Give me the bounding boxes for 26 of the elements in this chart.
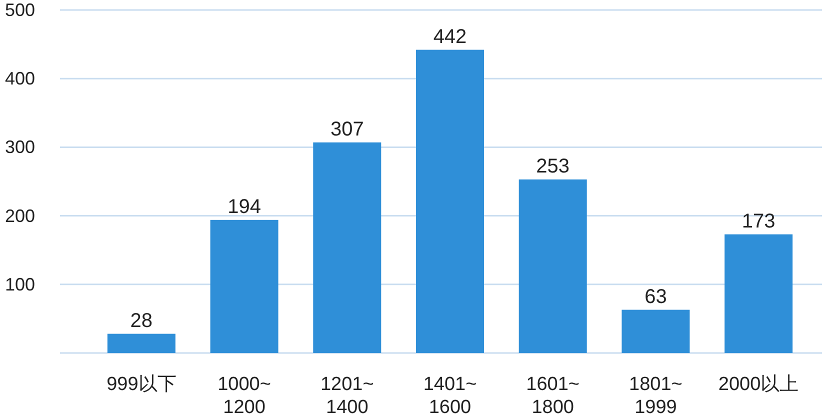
x-tick-label: 1000~1200 xyxy=(218,374,271,418)
bar xyxy=(622,310,690,353)
x-tick-label: 2000以上 xyxy=(718,374,799,395)
y-tick-label: 100 xyxy=(4,274,36,294)
bar xyxy=(313,142,382,353)
y-tick-label: 500 xyxy=(4,0,36,20)
y-tick-label: 200 xyxy=(4,206,36,226)
bar xyxy=(416,50,484,353)
data-label: 194 xyxy=(228,196,261,218)
data-label: 307 xyxy=(330,118,364,140)
bar xyxy=(210,220,278,353)
y-tick-label: 300 xyxy=(4,137,36,158)
bar xyxy=(518,179,587,353)
data-label: 173 xyxy=(742,210,776,232)
bar xyxy=(724,234,793,353)
data-label: 63 xyxy=(644,286,667,308)
data-label: 253 xyxy=(536,155,570,178)
bar xyxy=(107,334,176,353)
x-tick-label: 1401~1600 xyxy=(423,374,477,418)
x-tick-label: 999以下 xyxy=(106,374,176,395)
x-tick-label: 1601~1800 xyxy=(526,374,580,418)
data-label: 28 xyxy=(130,310,153,332)
x-tick-label: 1801~1999 xyxy=(629,374,682,418)
x-tick-label: 1201~1400 xyxy=(320,374,374,418)
y-tick-label: 400 xyxy=(4,68,36,89)
data-label: 442 xyxy=(433,26,467,48)
